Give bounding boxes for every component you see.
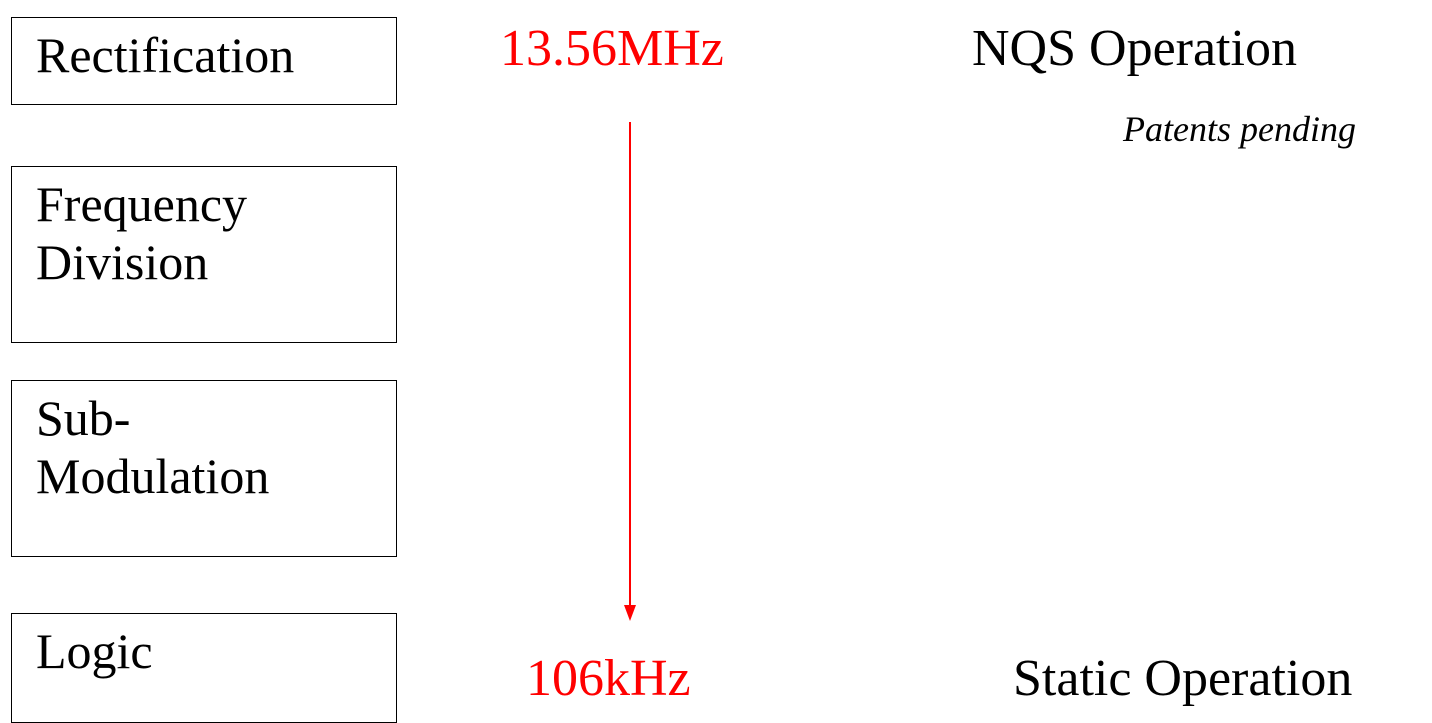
static-operation-label: Static Operation	[1013, 650, 1353, 707]
box-logic: Logic	[11, 613, 397, 723]
box-rectification: Rectification	[11, 17, 397, 105]
box-frequency-division: Frequency Division	[11, 166, 397, 343]
frequency-bottom-label: 106kHz	[526, 650, 691, 707]
patents-pending-note: Patents pending	[1123, 109, 1356, 149]
down-arrow-icon	[624, 122, 636, 621]
frequency-top-label: 13.56MHz	[500, 20, 724, 77]
arrow-head	[624, 605, 636, 621]
nqs-operation-label: NQS Operation	[972, 20, 1297, 77]
box-sub-modulation: Sub- Modulation	[11, 380, 397, 557]
